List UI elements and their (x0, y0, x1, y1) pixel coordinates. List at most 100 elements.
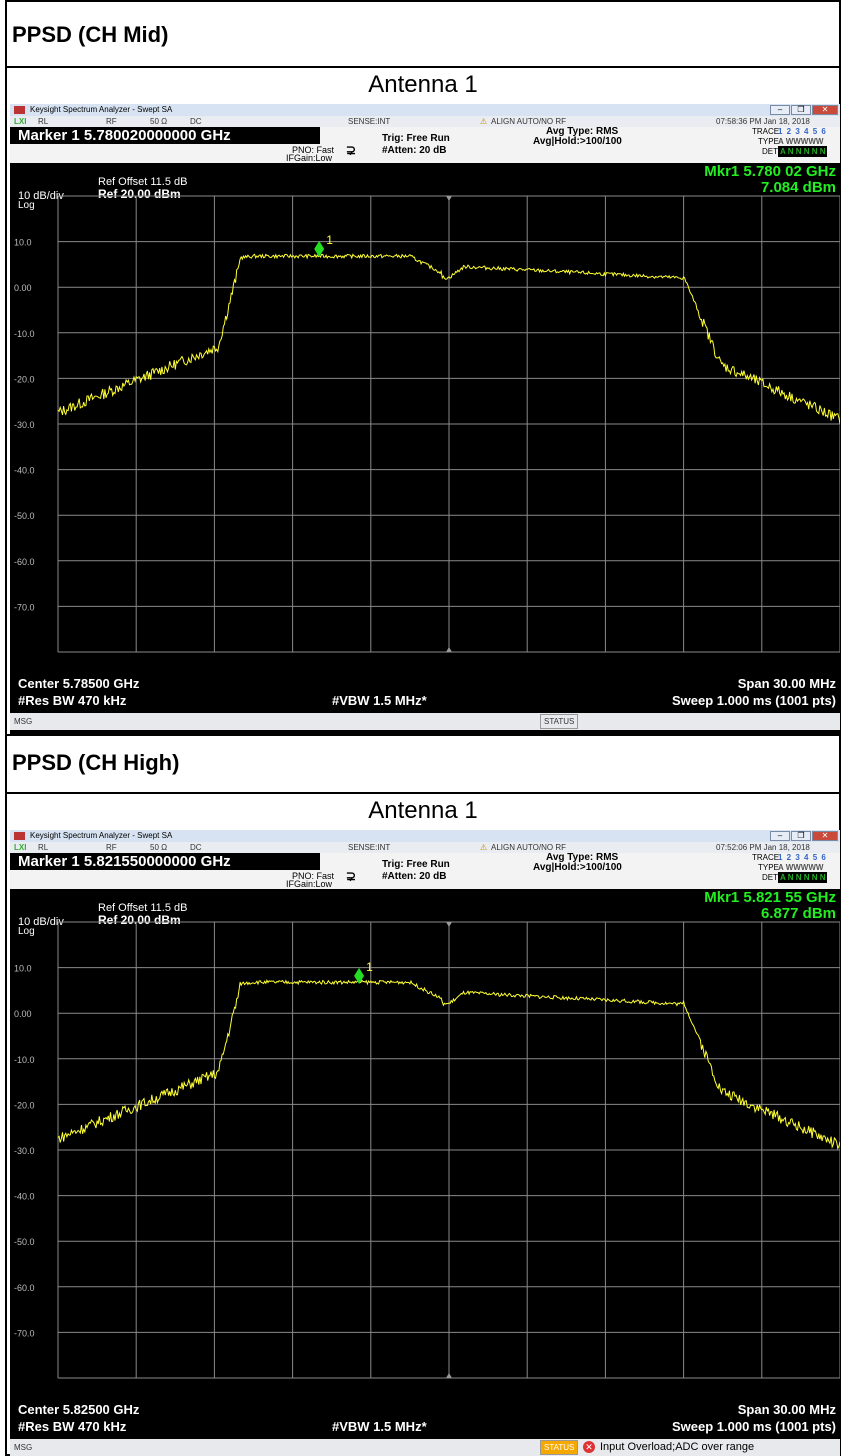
status-label: STATUS (540, 714, 579, 729)
marker-number: 1 (366, 960, 373, 974)
rf-indicator: RF (106, 117, 117, 126)
status-message: Input Overload;ADC over range (600, 1441, 755, 1453)
avg-type-label: Avg Type: RMS (546, 852, 619, 863)
antenna-label: Antenna 1 (368, 797, 478, 824)
sweep: Sweep 1.000 ms (1001 pts) (671, 693, 836, 708)
bottom-annotations: Center 5.78500 GHz #Res BW 470 kHz #VBW … (10, 673, 840, 713)
y-tick-label: -40.0 (14, 466, 35, 476)
restore-button[interactable]: ❐ (791, 831, 811, 841)
datetime: 07:58:36 PM Jan 18, 2018 (716, 117, 810, 126)
scale-label: 10 dB/div (18, 916, 64, 928)
marker-diamond[interactable] (354, 967, 365, 984)
measurement-header: Marker 1 5.780020000000 GHz PNO: Fast IF… (10, 126, 840, 163)
antenna-label: Antenna 1 (368, 71, 478, 98)
impedance-indicator: 50 Ω (150, 843, 168, 852)
marker-level: 7.084 dBm (761, 179, 836, 196)
det-value: A N N N N N (778, 146, 828, 157)
det-value: A N N N N N (778, 872, 828, 883)
type-label: TYPE (758, 137, 779, 146)
rl-indicator: RL (38, 117, 49, 126)
window-controls: – ❐ ✕ (770, 831, 838, 841)
scale-label: 10 dB/div (18, 190, 64, 202)
sense-indicator: SENSE:INT (348, 843, 391, 852)
window-title: Keysight Spectrum Analyzer - Swept SA (30, 105, 173, 114)
ifgain-label: IFGain:Low (286, 879, 333, 889)
ref-level: Ref 20.00 dBm (98, 187, 181, 201)
avg-hold-label: Avg|Hold:>100/100 (533, 136, 622, 147)
marker-readout[interactable]: Marker 1 5.821550000000 GHz (10, 853, 320, 870)
marker-level: 6.877 dBm (761, 905, 836, 922)
minimize-button[interactable]: – (770, 105, 790, 115)
ref-offset: Ref Offset 11.5 dB (98, 902, 187, 914)
y-tick-label: -70.0 (14, 602, 35, 612)
center-tick (446, 196, 452, 201)
grid (57, 195, 840, 653)
sense-indicator: SENSE:INT (348, 117, 391, 126)
status-row: LXI RL RF 50 Ω DC SENSE:INT ⚠ ALIGN AUTO… (10, 116, 840, 127)
status-row: LXI RL RF 50 Ω DC SENSE:INT ⚠ ALIGN AUTO… (10, 842, 840, 853)
y-tick-label: -10.0 (14, 329, 35, 339)
spectrum-analyzer-window: Keysight Spectrum Analyzer - Swept SA – … (10, 830, 840, 1456)
y-tick-label: -30.0 (14, 420, 35, 430)
y-tick-label: -10.0 (14, 1055, 35, 1065)
app-icon (14, 832, 25, 840)
y-tick-label: -50.0 (14, 511, 35, 521)
log-label: Log (18, 926, 35, 937)
y-tick-label: 10.0 (14, 964, 32, 974)
y-tick-label: -50.0 (14, 1237, 35, 1247)
window-controls: – ❐ ✕ (770, 105, 838, 115)
divider (5, 734, 841, 736)
avg-type-label: Avg Type: RMS (546, 126, 619, 137)
section-title-high: PPSD (CH High) (12, 750, 180, 775)
divider (5, 792, 841, 794)
divider (5, 66, 841, 68)
impedance-indicator: 50 Ω (150, 117, 168, 126)
window-titlebar: Keysight Spectrum Analyzer - Swept SA – … (10, 830, 840, 842)
det-label: DET (762, 147, 778, 156)
trace-line (57, 253, 840, 424)
warning-icon: ⚠ (480, 117, 488, 126)
y-tick-label: -20.0 (14, 1100, 35, 1110)
ref-level: Ref 20.00 dBm (98, 913, 181, 927)
dc-indicator: DC (190, 117, 202, 126)
spectrum-analyzer-window: Keysight Spectrum Analyzer - Swept SA – … (10, 104, 840, 734)
type-value: A WWWWW (778, 863, 824, 872)
pno-label: PNO: Fast (292, 145, 335, 155)
marker-readout[interactable]: Marker 1 5.780020000000 GHz (10, 127, 320, 144)
align-indicator: ALIGN AUTO/NO RF (491, 843, 566, 852)
pno-label: PNO: Fast (292, 871, 335, 881)
app-icon (14, 106, 25, 114)
trace-numbers: 1 2 3 4 5 6 (778, 127, 827, 136)
grid (57, 921, 840, 1379)
marker-diamond[interactable] (314, 240, 325, 257)
sweep: Sweep 1.000 ms (1001 pts) (671, 1419, 836, 1434)
marker-frequency: Mkr1 5.780 02 GHz (704, 163, 836, 180)
vbw: #VBW 1.5 MHz* (332, 693, 427, 708)
y-tick-label: 10.0 (14, 238, 32, 248)
y-tick-label: -30.0 (14, 1146, 35, 1156)
lxi-icon: LXI (14, 117, 27, 126)
trace-numbers: 1 2 3 4 5 6 (778, 853, 827, 862)
trigger-label: Trig: Free Run (382, 859, 450, 870)
minimize-button[interactable]: – (770, 831, 790, 841)
status-label: STATUS (540, 1440, 579, 1455)
error-icon: ✕ (583, 1441, 595, 1453)
det-label: DET (762, 873, 778, 882)
trigger-icon: ⊋ (346, 143, 357, 157)
rf-indicator: RF (106, 843, 117, 852)
measurement-header: Marker 1 5.821550000000 GHz PNO: Fast IF… (10, 852, 840, 889)
type-label: TYPE (758, 863, 779, 872)
center-freq: Center 5.78500 GHz (18, 676, 140, 691)
y-tick-label: -70.0 (14, 1328, 35, 1338)
restore-button[interactable]: ❐ (791, 105, 811, 115)
marker-number: 1 (326, 233, 333, 247)
center-tick (446, 922, 452, 927)
trace-label: TRACE (752, 127, 780, 136)
avg-hold-label: Avg|Hold:>100/100 (533, 862, 622, 873)
close-button[interactable]: ✕ (812, 831, 838, 841)
bottom-annotations: Center 5.82500 GHz #Res BW 470 kHz #VBW … (10, 1399, 840, 1439)
close-button[interactable]: ✕ (812, 105, 838, 115)
window-titlebar: Keysight Spectrum Analyzer - Swept SA – … (10, 104, 840, 116)
